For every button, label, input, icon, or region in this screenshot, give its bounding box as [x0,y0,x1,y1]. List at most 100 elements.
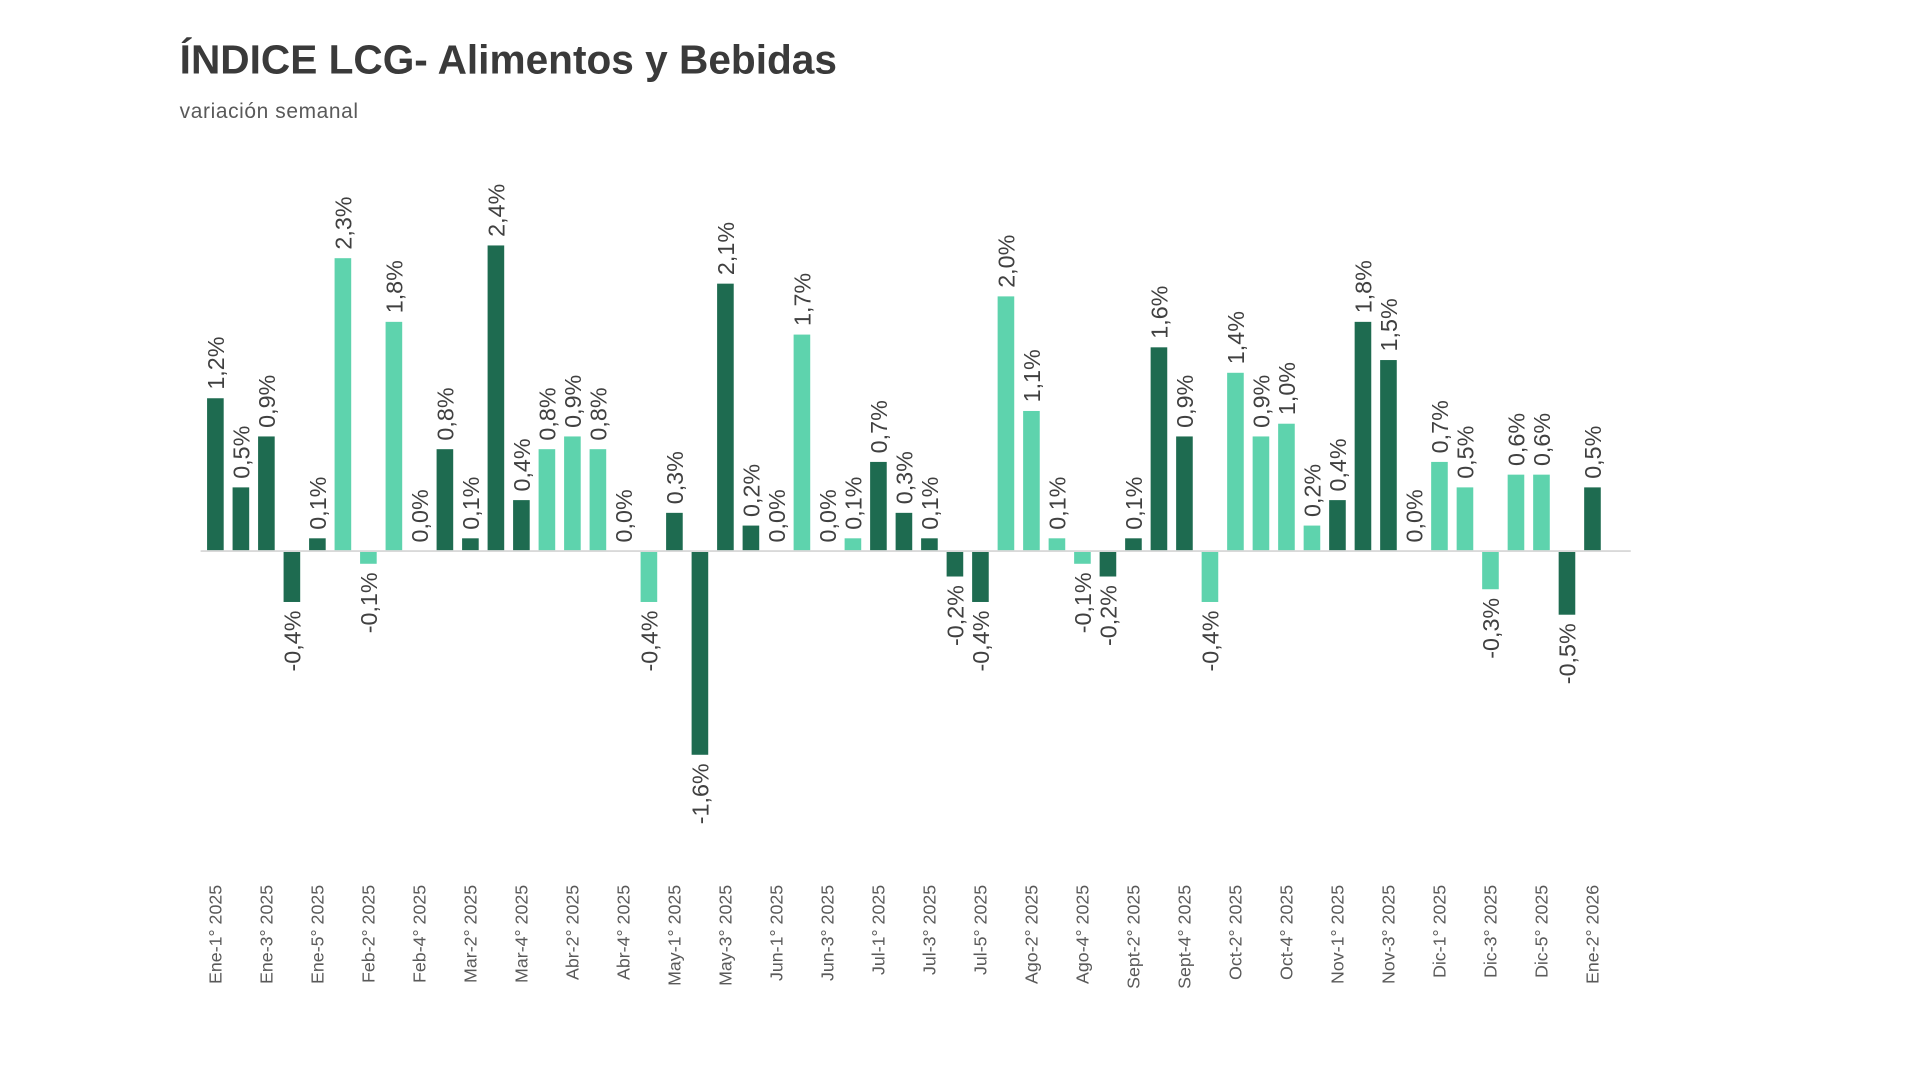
bar [1533,474,1550,552]
bar [538,449,556,552]
data-label: 0,1% [841,477,867,530]
data-label: 0,0% [407,489,433,542]
bar [691,551,709,755]
data-label: 1,6% [1147,286,1173,339]
x-tick-label: Nov-3° 2025 [1379,885,1399,984]
bar [1354,321,1372,552]
data-label: 0,4% [1325,438,1351,491]
bar [487,245,505,552]
bar [921,538,938,552]
data-label: 0,2% [739,464,765,517]
data-label: -0,2% [1096,585,1122,646]
x-tick-label: Mar-2° 2025 [461,885,481,983]
bar [742,525,760,552]
data-label: 0,7% [866,400,892,453]
bar [309,538,326,552]
bar [385,321,403,552]
data-label: -0,5% [1555,623,1581,684]
bar [1303,525,1321,552]
data-label: 1,7% [790,273,816,326]
bar [436,449,454,552]
data-labels-group: 1,2%0,5%0,9%-0,4%0,1%2,3%-0,1%1,8%0,0%0,… [203,184,1606,825]
bar [972,551,989,602]
bar [1482,551,1499,590]
x-tick-label: Jul-3° 2025 [920,885,940,975]
data-label: 0,5% [1580,426,1606,479]
bar [1099,551,1117,577]
chart-subtitle: variación semanal [180,100,359,123]
bar [283,551,301,602]
data-label: 0,0% [815,489,841,542]
data-label: 0,1% [1045,477,1071,530]
data-label: 0,1% [305,477,331,530]
x-tick-label: Jun-3° 2025 [818,885,838,981]
data-label: 0,1% [917,477,943,530]
bar [462,538,479,552]
data-label: 0,9% [254,375,280,428]
data-label: 1,4% [1223,311,1249,364]
bar [1278,423,1295,552]
x-tick-label: Feb-2° 2025 [359,885,379,983]
bar [258,436,275,552]
x-tick-label: Ene-2° 2026 [1583,885,1603,984]
bar [360,551,377,564]
x-tick-label: May-3° 2025 [716,885,736,986]
data-label: 0,6% [1504,413,1530,466]
data-label: 1,5% [1376,298,1402,351]
bar [640,551,658,602]
data-label: 0,9% [1172,375,1198,428]
bar [1176,436,1193,552]
data-label: 0,0% [764,489,790,542]
data-label: -0,1% [1070,572,1096,633]
data-label: -1,6% [687,763,713,824]
data-label: 1,1% [1019,349,1045,402]
x-tick-label: Sept-4° 2025 [1175,885,1195,989]
x-tick-label: Jul-5° 2025 [971,885,991,975]
bar [589,449,607,552]
bar [1380,360,1397,552]
data-label: 0,1% [458,477,484,530]
data-label: -0,4% [636,611,662,672]
x-tick-label: Dic-1° 2025 [1430,885,1450,978]
bar [1023,410,1040,552]
data-label: 0,3% [892,451,918,504]
bar [1558,551,1576,615]
bar [1048,538,1066,552]
x-tick-label: Ene-1° 2025 [206,885,226,984]
bar [1507,474,1525,552]
x-tick-label: Feb-4° 2025 [410,885,430,983]
bar [513,500,530,552]
data-label: 2,1% [713,222,739,275]
data-label: 1,8% [1351,260,1377,313]
bar [997,296,1015,552]
bar [564,436,581,552]
data-label: 0,2% [1300,464,1326,517]
bar [1227,372,1244,552]
data-label: -0,4% [279,611,305,672]
data-label: 0,7% [1427,400,1453,453]
x-tick-label: Abr-2° 2025 [563,885,583,980]
data-label: 2,0% [994,235,1020,288]
x-tick-label: Jul-1° 2025 [869,885,889,975]
x-tick-label: Nov-1° 2025 [1328,885,1348,984]
bar [946,551,964,577]
bar [844,538,862,552]
x-tick-label: Abr-4° 2025 [614,885,634,980]
bar [793,334,811,552]
bar [1431,461,1448,552]
chart-title: ÍNDICE LCG- Alimentos y Bebidas [180,37,837,83]
data-label: -0,1% [356,572,382,633]
x-tick-label: Dic-5° 2025 [1532,885,1552,978]
x-tick-label: Oct-4° 2025 [1277,885,1297,980]
x-tick-labels-group: Ene-1° 2025 Ene-3° 2025 Ene-5° 2025 Feb-2° … [206,885,1603,989]
data-label: 0,8% [432,387,458,440]
bars-group [207,245,1601,755]
data-label: 0,0% [611,489,637,542]
bar [1074,551,1091,564]
data-label: 2,4% [483,184,509,237]
data-label: 1,2% [203,337,229,390]
bar [1150,347,1168,552]
bar [870,461,887,552]
bar [717,283,734,552]
